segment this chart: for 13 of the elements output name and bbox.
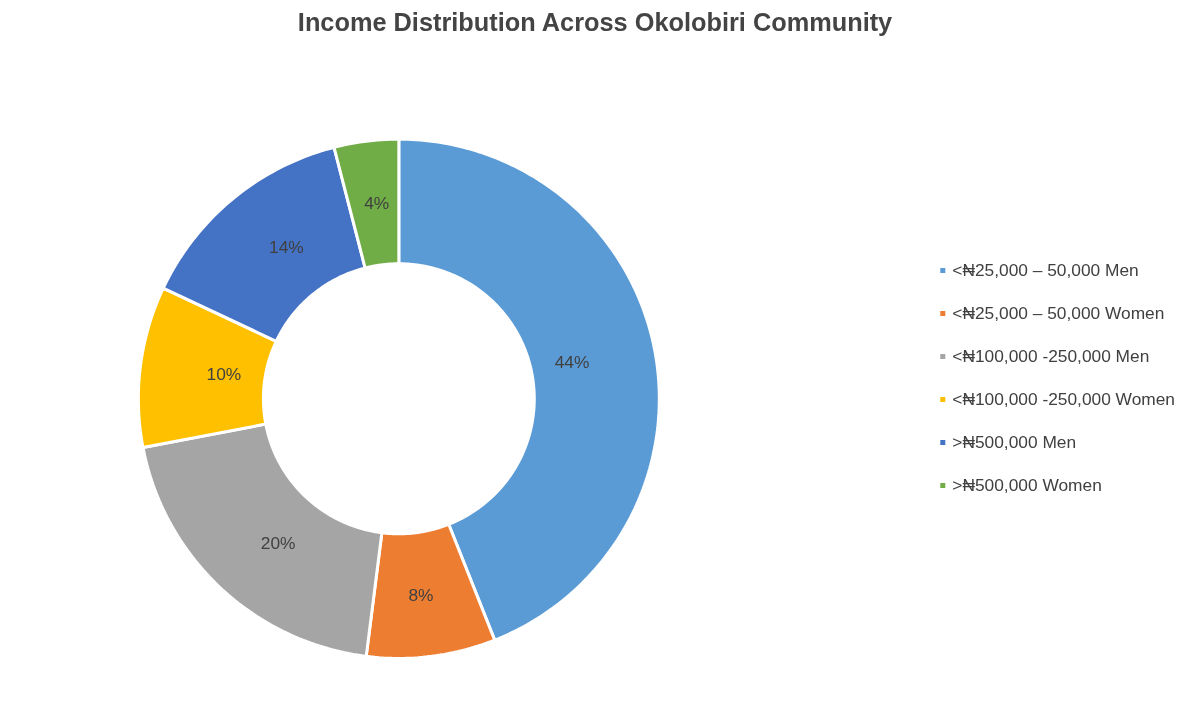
data-label: 4% <box>364 193 390 214</box>
data-label: 44% <box>554 351 590 372</box>
legend-label: <₦100,000 -250,000 Men <box>952 345 1150 367</box>
legend-label: >₦500,000 Women <box>952 474 1102 496</box>
legend-label: <₦25,000 – 50,000 Men <box>952 259 1139 281</box>
chart-title: Income Distribution Across Okolobiri Community <box>297 7 893 36</box>
data-label: 10% <box>206 364 242 385</box>
data-label: 14% <box>269 236 304 257</box>
legend-label: >₦500,000 Men <box>952 431 1077 453</box>
legend-label: <₦100,000 -250,000 Women <box>952 388 1175 410</box>
data-label: 20% <box>260 532 296 553</box>
legend-label: <₦25,000 – 50,000 Women <box>952 302 1165 324</box>
data-label: 8% <box>408 584 434 605</box>
